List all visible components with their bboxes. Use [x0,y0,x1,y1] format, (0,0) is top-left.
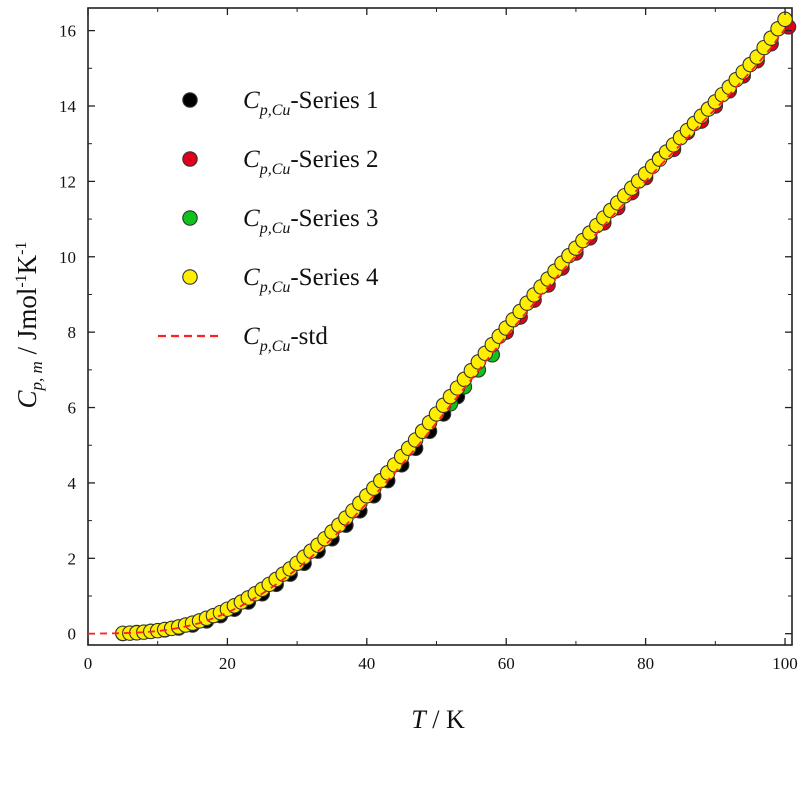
x-axis-title: T / K [411,705,465,734]
y-tick-label: 12 [59,172,76,191]
y-tick-label: 16 [59,22,76,41]
y-tick-label: 4 [68,474,77,493]
plot-frame [87,7,793,646]
legend-label: Cp,Cu-std [243,323,328,355]
plot-area-border [87,7,793,646]
legend: Cp,Cu-Series 1 Cp,Cu-Series 2 Cp,Cu-Series… [158,87,379,355]
legend-label: Cp,Cu-Series 3 [243,205,379,237]
x-tick-label: 20 [219,654,236,673]
x-tick-label: 100 [772,654,798,673]
y-tick-label: 0 [68,625,77,644]
y-tick-label: 8 [68,323,77,342]
std-curve-line [87,28,786,635]
x-tick-label: 80 [637,654,654,673]
legend-marker [182,210,198,226]
std-curve-group [87,28,786,635]
legend-marker [182,92,198,108]
x-tick-label: 0 [84,654,93,673]
y-axis-title: Cp, m / Jmol-1K-1 [12,242,46,409]
x-tick-label: 60 [498,654,515,673]
x-tick-label: 40 [358,654,375,673]
y-tick-label: 14 [59,97,77,116]
legend-label: Cp,Cu-Series 2 [243,146,379,178]
y-tick-label: 10 [59,248,76,267]
y-tick-label: 6 [68,399,77,418]
legend-marker [182,151,198,167]
legend-label: Cp,Cu-Series 1 [243,87,379,119]
legend-label: Cp,Cu-Series 4 [243,264,379,296]
legend-marker [182,269,198,285]
y-tick-label: 2 [68,549,77,568]
ticks-group: 0 20 40 60 80 100 0 2 4 6 8 10 12 14 16 [59,8,798,673]
